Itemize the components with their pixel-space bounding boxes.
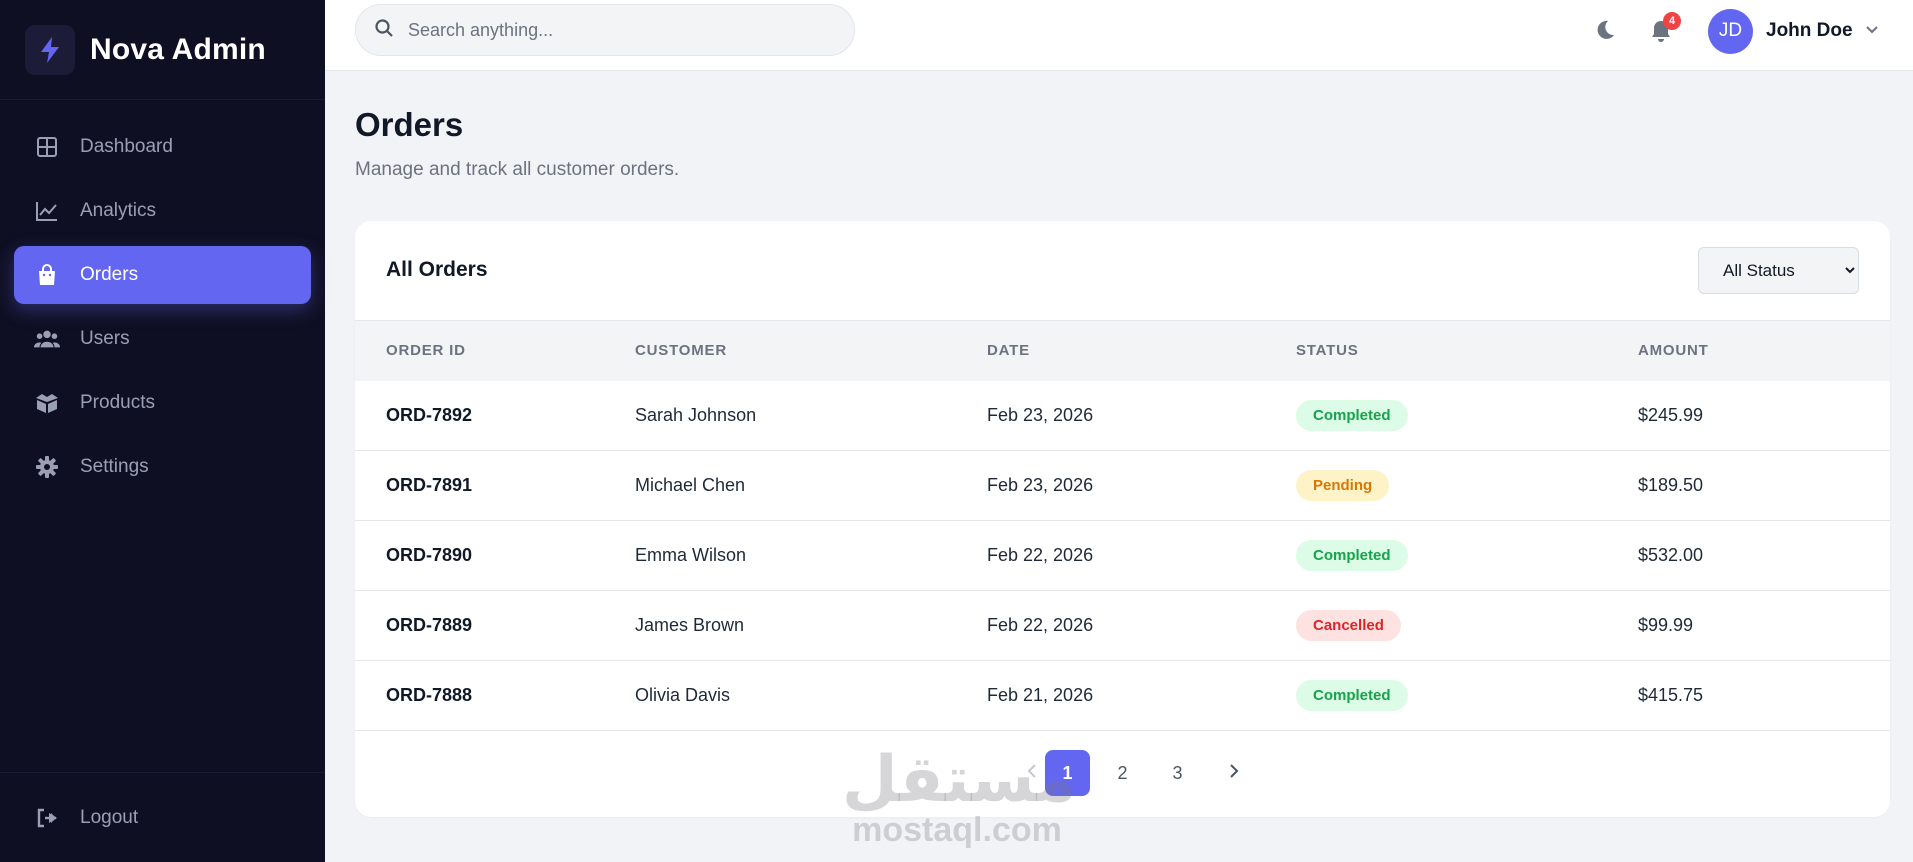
gear-icon	[34, 454, 60, 480]
users-icon	[34, 326, 60, 352]
table-row[interactable]: ORD-7891 Michael Chen Feb 23, 2026 Pendi…	[355, 450, 1890, 521]
table-header-row: ORDER ID CUSTOMER DATE STATUS AMOUNT	[355, 320, 1890, 381]
status-filter-select[interactable]: All Status	[1698, 247, 1859, 294]
order-date: Feb 22, 2026	[987, 520, 1296, 591]
status-badge: Pending	[1296, 470, 1390, 501]
user-name: John Doe	[1766, 20, 1853, 41]
orders-card: All Orders All Status ORDER ID CUSTOMER …	[355, 221, 1890, 817]
sidebar-item-label: Orders	[80, 264, 139, 285]
brand-name: Nova Admin	[90, 32, 266, 66]
page-button-3[interactable]: 3	[1172, 762, 1183, 783]
order-id: ORD-7889	[355, 590, 635, 661]
chart-line-icon	[34, 198, 60, 224]
column-header-order-id[interactable]: ORDER ID	[355, 320, 635, 381]
sidebar-item-dashboard[interactable]: Dashboard	[14, 118, 311, 176]
pagination: 1 2 3	[355, 750, 1890, 796]
order-id: ORD-7888	[355, 660, 635, 731]
search-icon	[374, 18, 394, 43]
order-date: Feb 22, 2026	[987, 590, 1296, 661]
chevron-right-icon	[1229, 763, 1239, 784]
customer-name: Michael Chen	[635, 450, 987, 521]
user-menu[interactable]: JD John Doe	[1708, 8, 1879, 54]
column-header-customer[interactable]: CUSTOMER	[635, 320, 987, 381]
column-header-amount[interactable]: AMOUNT	[1638, 320, 1890, 381]
sidebar-nav: Dashboard Analytics Orders Users Product…	[0, 100, 325, 772]
order-amount: $415.75	[1638, 660, 1890, 731]
order-id: ORD-7890	[355, 520, 635, 591]
page-title: Orders	[355, 106, 464, 143]
order-date: Feb 21, 2026	[987, 660, 1296, 731]
order-amount: $99.99	[1638, 590, 1890, 661]
page-button-1[interactable]: 1	[1045, 750, 1090, 796]
watermark-latin: mostaql.com	[852, 811, 1062, 849]
table-row[interactable]: ORD-7889 James Brown Feb 22, 2026 Cancel…	[355, 590, 1890, 661]
page-subtitle: Manage and track all customer orders.	[355, 159, 680, 180]
sidebar-item-label: Products	[80, 392, 155, 413]
customer-name: Sarah Johnson	[635, 380, 987, 451]
box-icon	[34, 390, 60, 416]
moon-icon	[1593, 20, 1617, 46]
order-date: Feb 23, 2026	[987, 450, 1296, 521]
avatar: JD	[1708, 8, 1753, 54]
shopping-bag-icon	[34, 262, 60, 288]
sidebar-item-orders[interactable]: Orders	[14, 246, 311, 304]
card-title: All Orders	[386, 258, 488, 281]
sidebar-item-users[interactable]: Users	[14, 310, 311, 368]
page-button-2[interactable]: 2	[1117, 762, 1128, 783]
order-amount: $189.50	[1638, 450, 1890, 521]
order-date: Feb 23, 2026	[987, 380, 1296, 451]
logout-label: Logout	[80, 806, 139, 828]
customer-name: James Brown	[635, 590, 987, 661]
status-badge: Cancelled	[1296, 610, 1401, 641]
status-badge: Completed	[1296, 540, 1408, 571]
column-header-date[interactable]: DATE	[987, 320, 1296, 381]
sidebar-item-settings[interactable]: Settings	[14, 438, 311, 496]
logout-icon	[34, 805, 60, 831]
lightning-icon	[25, 24, 75, 75]
search-box[interactable]	[355, 4, 855, 56]
grid-icon	[34, 134, 60, 160]
sidebar-item-products[interactable]: Products	[14, 374, 311, 432]
sidebar-footer: Logout	[0, 772, 325, 862]
notification-badge: 4	[1663, 12, 1681, 30]
table-row[interactable]: ORD-7892 Sarah Johnson Feb 23, 2026 Comp…	[355, 380, 1890, 451]
sidebar-item-label: Settings	[80, 456, 149, 477]
column-header-status[interactable]: STATUS	[1296, 320, 1638, 381]
sidebar-item-label: Users	[80, 328, 130, 349]
next-page-button[interactable]	[1211, 750, 1256, 796]
chevron-left-icon	[1027, 763, 1037, 784]
table-row[interactable]: ORD-7888 Olivia Davis Feb 21, 2026 Compl…	[355, 660, 1890, 731]
order-amount: $532.00	[1638, 520, 1890, 591]
order-id: ORD-7891	[355, 450, 635, 521]
sidebar-item-label: Analytics	[80, 200, 157, 221]
brand[interactable]: Nova Admin	[0, 0, 325, 100]
table-row[interactable]: ORD-7890 Emma Wilson Feb 22, 2026 Comple…	[355, 520, 1890, 591]
top-bar: 4 JD John Doe	[325, 0, 1913, 71]
sidebar-item-analytics[interactable]: Analytics	[14, 182, 311, 240]
customer-name: Emma Wilson	[635, 520, 987, 591]
dark-mode-toggle[interactable]	[1593, 18, 1619, 44]
customer-name: Olivia Davis	[635, 660, 987, 731]
chevron-down-icon	[1865, 22, 1879, 40]
order-id: ORD-7892	[355, 380, 635, 451]
order-amount: $245.99	[1638, 380, 1890, 451]
card-header: All Orders All Status	[355, 221, 1890, 320]
notifications-button[interactable]: 4	[1647, 12, 1681, 46]
search-input[interactable]	[408, 19, 828, 41]
status-badge: Completed	[1296, 399, 1408, 431]
logout-button[interactable]: Logout	[14, 789, 311, 847]
sidebar-item-label: Dashboard	[80, 136, 173, 157]
status-badge: Completed	[1296, 680, 1408, 711]
sidebar: Nova Admin Dashboard Analytics Orders Us…	[0, 0, 325, 862]
previous-page-button[interactable]	[1009, 750, 1054, 796]
orders-table: ORDER ID CUSTOMER DATE STATUS AMOUNT ORD…	[355, 320, 1890, 731]
